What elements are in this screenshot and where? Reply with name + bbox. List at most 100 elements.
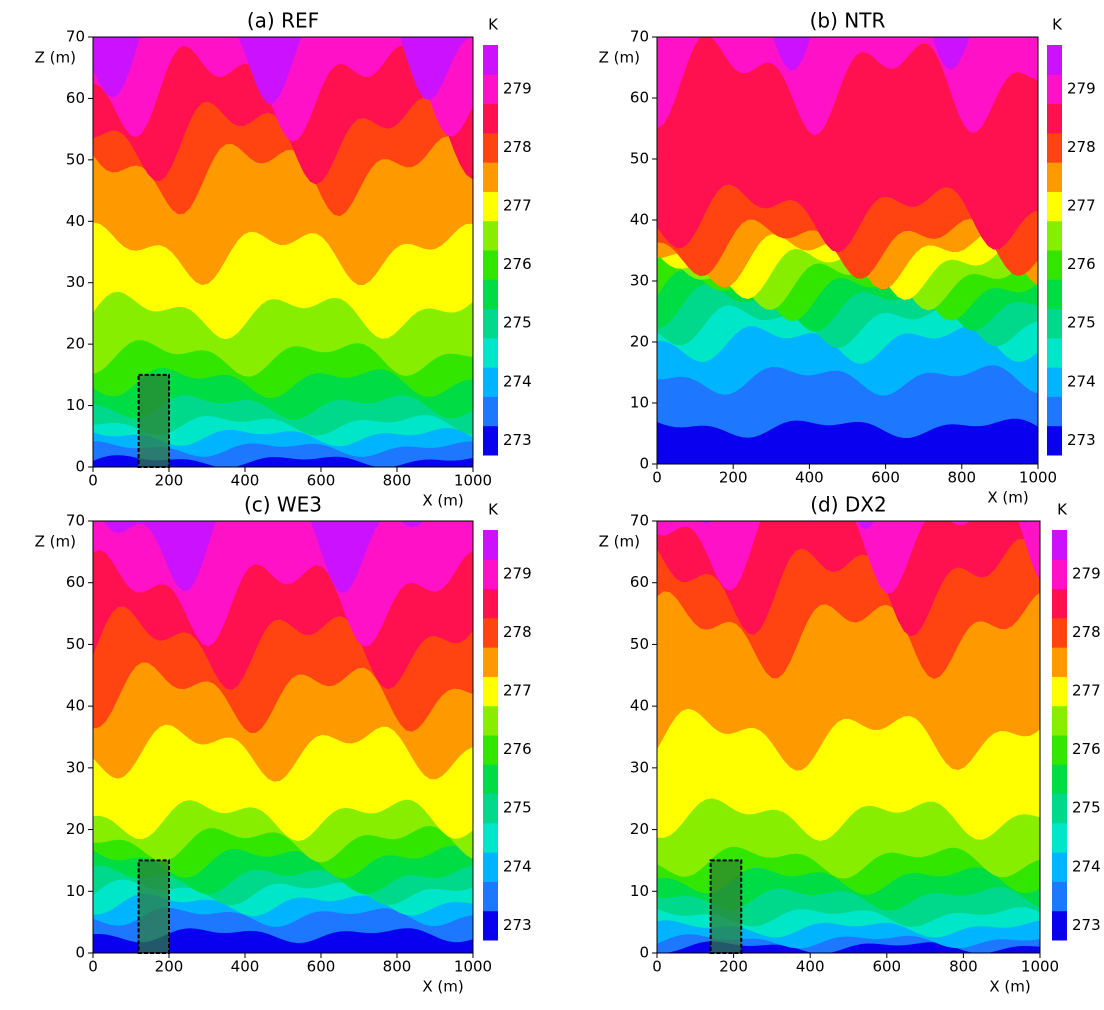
colorbar-swatch xyxy=(483,588,498,619)
y-axis-label: Z (m) xyxy=(35,533,76,551)
colorbar-swatch xyxy=(483,250,498,280)
band xyxy=(103,521,473,593)
colorbar-swatch xyxy=(1052,530,1067,560)
y-tick-label: 60 xyxy=(630,573,649,591)
band xyxy=(657,521,1040,637)
colorbar-swatch xyxy=(483,220,498,251)
colorbar-tick-label: 273 xyxy=(1072,916,1101,934)
colorbar-tick-label: 276 xyxy=(503,255,532,273)
colorbar-swatch xyxy=(483,559,498,590)
colorbar-swatch xyxy=(1052,881,1067,912)
x-tick-label: 400 xyxy=(231,958,260,976)
colorbar-swatch xyxy=(483,396,498,427)
y-tick-label: 30 xyxy=(66,273,85,291)
x-tick-label: 0 xyxy=(652,958,662,976)
colorbar-swatch xyxy=(1052,735,1067,765)
y-tick-label: 0 xyxy=(75,458,85,476)
colorbar-swatch xyxy=(1047,132,1062,163)
y-axis-label: Z (m) xyxy=(599,533,640,551)
colorbar-swatch xyxy=(483,367,498,397)
colorbar-swatch xyxy=(483,881,498,912)
colorbar-swatch xyxy=(1052,822,1067,853)
colorbar-swatch xyxy=(483,162,498,192)
colorbar-label: K xyxy=(1052,16,1063,34)
frame xyxy=(92,36,474,468)
colorbar-swatch xyxy=(483,132,498,163)
y-tick-label: 40 xyxy=(630,697,649,715)
x-tick-label: 0 xyxy=(88,472,98,490)
colorbar-swatch xyxy=(1047,191,1062,222)
colorbar-swatch xyxy=(1052,910,1067,941)
colorbar-tick-label: 273 xyxy=(503,916,532,934)
y-tick-label: 50 xyxy=(630,150,649,168)
colorbar-swatch xyxy=(483,764,498,795)
x-tick-label: 1000 xyxy=(1021,958,1059,976)
band xyxy=(93,37,473,142)
colorbar-tick-label: 275 xyxy=(503,799,532,817)
colorbar-tick-label: 279 xyxy=(1072,564,1101,582)
colorbar-tick-label: 278 xyxy=(503,623,532,641)
colorbar-swatch xyxy=(1047,220,1062,251)
x-axis-label: X (m) xyxy=(987,489,1028,507)
colorbar-tick-label: 278 xyxy=(1067,138,1096,156)
colorbar-tick-label: 274 xyxy=(1072,857,1101,875)
y-tick-label: 20 xyxy=(66,820,85,838)
colorbar-swatch xyxy=(483,705,498,736)
colorbar-swatch xyxy=(1052,852,1067,882)
colorbar-swatch xyxy=(1047,45,1062,75)
x-tick-label: 600 xyxy=(307,472,336,490)
colorbar-tick-label: 277 xyxy=(1072,682,1101,700)
x-axis-label: X (m) xyxy=(422,492,463,510)
colorbar-tick-label: 274 xyxy=(503,857,532,875)
colorbar-swatch xyxy=(1047,162,1062,192)
x-tick-label: 0 xyxy=(652,469,662,487)
colorbar-swatch xyxy=(1047,74,1062,105)
colorbar-swatch xyxy=(483,337,498,368)
y-tick-label: 60 xyxy=(66,89,85,107)
colorbar-swatch xyxy=(483,308,498,339)
field xyxy=(93,521,473,953)
y-axis-label: Z (m) xyxy=(599,49,640,67)
band xyxy=(772,37,970,71)
x-tick-label: 600 xyxy=(307,958,336,976)
x-tick-label: 200 xyxy=(719,958,748,976)
colorbar-swatch xyxy=(1052,617,1067,648)
colorbar-swatch xyxy=(483,647,498,677)
y-axis-label: Z (m) xyxy=(35,49,76,67)
x-axis-label: X (m) xyxy=(989,978,1030,996)
x-tick-label: 800 xyxy=(949,958,978,976)
colorbar-tick-label: 276 xyxy=(1072,740,1101,758)
colorbar-swatch xyxy=(1052,705,1067,736)
colorbar-swatch xyxy=(483,279,498,310)
x-tick-label: 1000 xyxy=(454,958,492,976)
y-tick-label: 30 xyxy=(630,272,649,290)
colorbar-swatch xyxy=(483,822,498,853)
colorbar-swatch xyxy=(483,191,498,222)
building xyxy=(137,373,171,469)
x-tick-label: 200 xyxy=(155,472,184,490)
chart-title: (c) WE3 xyxy=(244,493,322,517)
y-tick-label: 20 xyxy=(66,335,85,353)
colorbar-swatch xyxy=(1052,559,1067,590)
band xyxy=(657,521,1040,594)
y-tick-label: 70 xyxy=(66,28,85,46)
colorbar-tick-label: 279 xyxy=(1067,79,1096,97)
frame xyxy=(656,520,1041,954)
field xyxy=(657,37,1038,464)
colorbar-swatch xyxy=(1047,425,1062,456)
x-tick-label: 1000 xyxy=(454,472,492,490)
building xyxy=(137,859,171,955)
colorbar-swatch xyxy=(483,617,498,648)
colorbar-swatch xyxy=(483,793,498,824)
y-tick-label: 40 xyxy=(66,212,85,230)
colorbar-swatch xyxy=(1052,588,1067,619)
colorbar-tick-label: 277 xyxy=(503,682,532,700)
y-tick-label: 30 xyxy=(630,758,649,776)
colorbar-swatch xyxy=(1047,279,1062,310)
y-tick-label: 40 xyxy=(630,211,649,229)
colorbar-swatch xyxy=(483,74,498,105)
colorbar-tick-label: 279 xyxy=(503,79,532,97)
colorbar-tick-label: 279 xyxy=(503,564,532,582)
y-tick-label: 10 xyxy=(630,882,649,900)
